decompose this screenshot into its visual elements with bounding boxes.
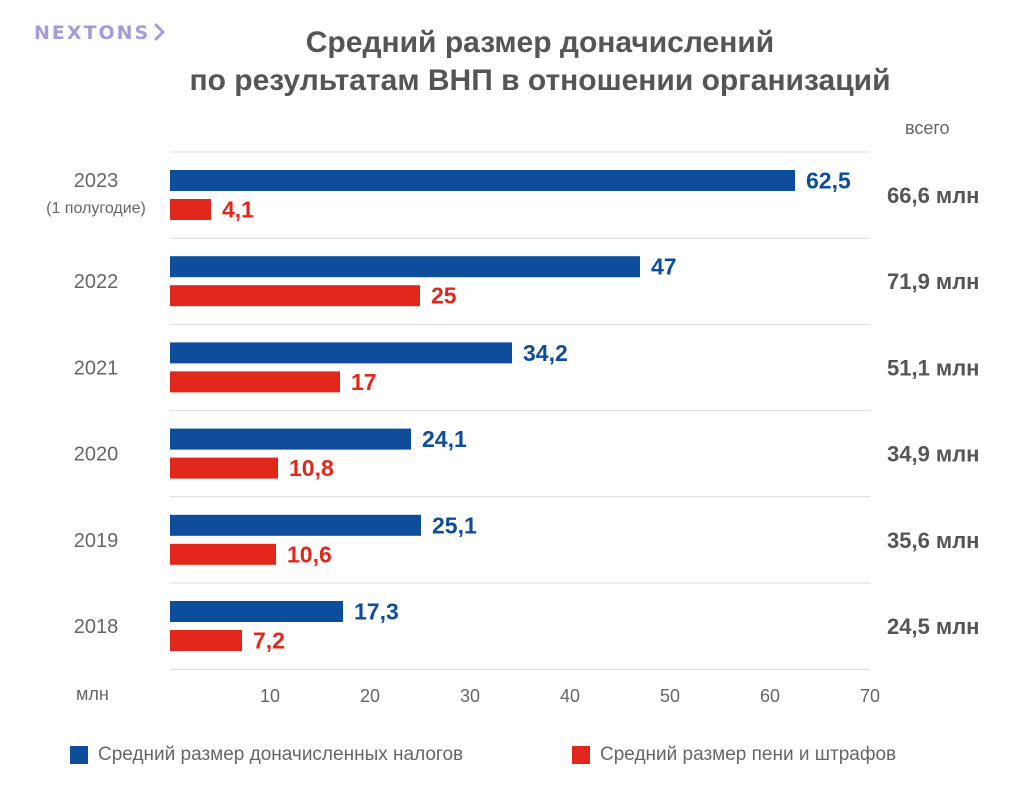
bar-taxes	[170, 170, 795, 191]
category-label: 2018	[74, 616, 119, 638]
data-label-penalties: 10,6	[287, 541, 332, 567]
total-value: 66,6 млн	[887, 183, 979, 208]
bar-taxes	[170, 256, 640, 278]
data-label-taxes: 34,2	[523, 340, 568, 366]
legend-item-penalties: Средний размер пени и штрафов	[572, 744, 896, 766]
chart-title-line-2: по результатам ВНП в отношении организац…	[189, 64, 891, 97]
bar-taxes	[170, 514, 421, 536]
x-tick-label: 70	[860, 686, 880, 706]
bar-penalties	[170, 285, 420, 307]
data-label-taxes: 17,3	[354, 599, 399, 625]
chart-title: Средний размер доначислений по результат…	[180, 24, 900, 100]
data-label-taxes: 47	[651, 254, 677, 280]
category-label: 2021	[74, 357, 119, 379]
data-label-penalties: 17	[351, 369, 377, 395]
category-sublabel: (1 полугодие)	[46, 200, 146, 217]
chart-title-line-1: Средний размер доначислений	[305, 26, 775, 59]
category-label: 2022	[74, 271, 119, 293]
total-value: 71,9 млн	[887, 269, 979, 294]
total-value: 34,9 млн	[887, 442, 979, 467]
x-tick-label: 40	[560, 686, 580, 706]
total-value: 35,6 млн	[887, 528, 979, 553]
data-label-penalties: 4,1	[222, 197, 254, 223]
category-label: 2023	[74, 170, 119, 192]
bar-penalties	[170, 371, 340, 393]
bar-taxes	[170, 428, 411, 450]
data-label-penalties: 10,8	[289, 455, 334, 481]
bar-taxes	[170, 601, 343, 622]
data-label-penalties: 25	[431, 283, 457, 309]
x-axis-unit: млн	[76, 684, 109, 704]
category-label: 2020	[74, 444, 119, 466]
legend-item-taxes: Средний размер доначисленных налогов	[70, 744, 463, 766]
legend-swatch-penalties	[572, 746, 590, 764]
x-tick-label: 30	[460, 686, 480, 706]
logo-text: NEXTONS	[34, 22, 151, 44]
bar-penalties	[170, 543, 276, 565]
data-label-taxes: 24,1	[422, 426, 467, 452]
category-label: 2019	[74, 530, 119, 552]
legend-label-penalties: Средний размер пени и штрафов	[600, 744, 897, 765]
legend-swatch-taxes	[70, 746, 88, 764]
totals-header: всего	[905, 118, 950, 138]
data-label-taxes: 62,5	[806, 168, 851, 194]
x-tick-label: 50	[660, 686, 680, 706]
legend-label-taxes: Средний размер доначисленных налогов	[98, 744, 464, 765]
x-tick-label: 20	[360, 686, 380, 706]
total-value: 24,5 млн	[887, 614, 979, 639]
nextons-logo: NEXTONS	[34, 22, 166, 44]
chevron-right-icon	[154, 23, 165, 41]
x-tick-label: 60	[760, 686, 780, 706]
bar-chart: 2023 (1 полугодие) 62,5 4,1 66,6 млн 2022 47 25…	[46, 151, 979, 706]
x-tick-label: 10	[260, 686, 280, 706]
data-label-taxes: 25,1	[432, 512, 477, 538]
total-value: 51,1 млн	[887, 355, 979, 380]
bar-penalties	[170, 457, 278, 479]
bar-penalties	[170, 199, 211, 220]
data-label-penalties: 7,2	[253, 628, 285, 654]
bar-taxes	[170, 342, 512, 364]
bar-penalties	[170, 630, 242, 651]
